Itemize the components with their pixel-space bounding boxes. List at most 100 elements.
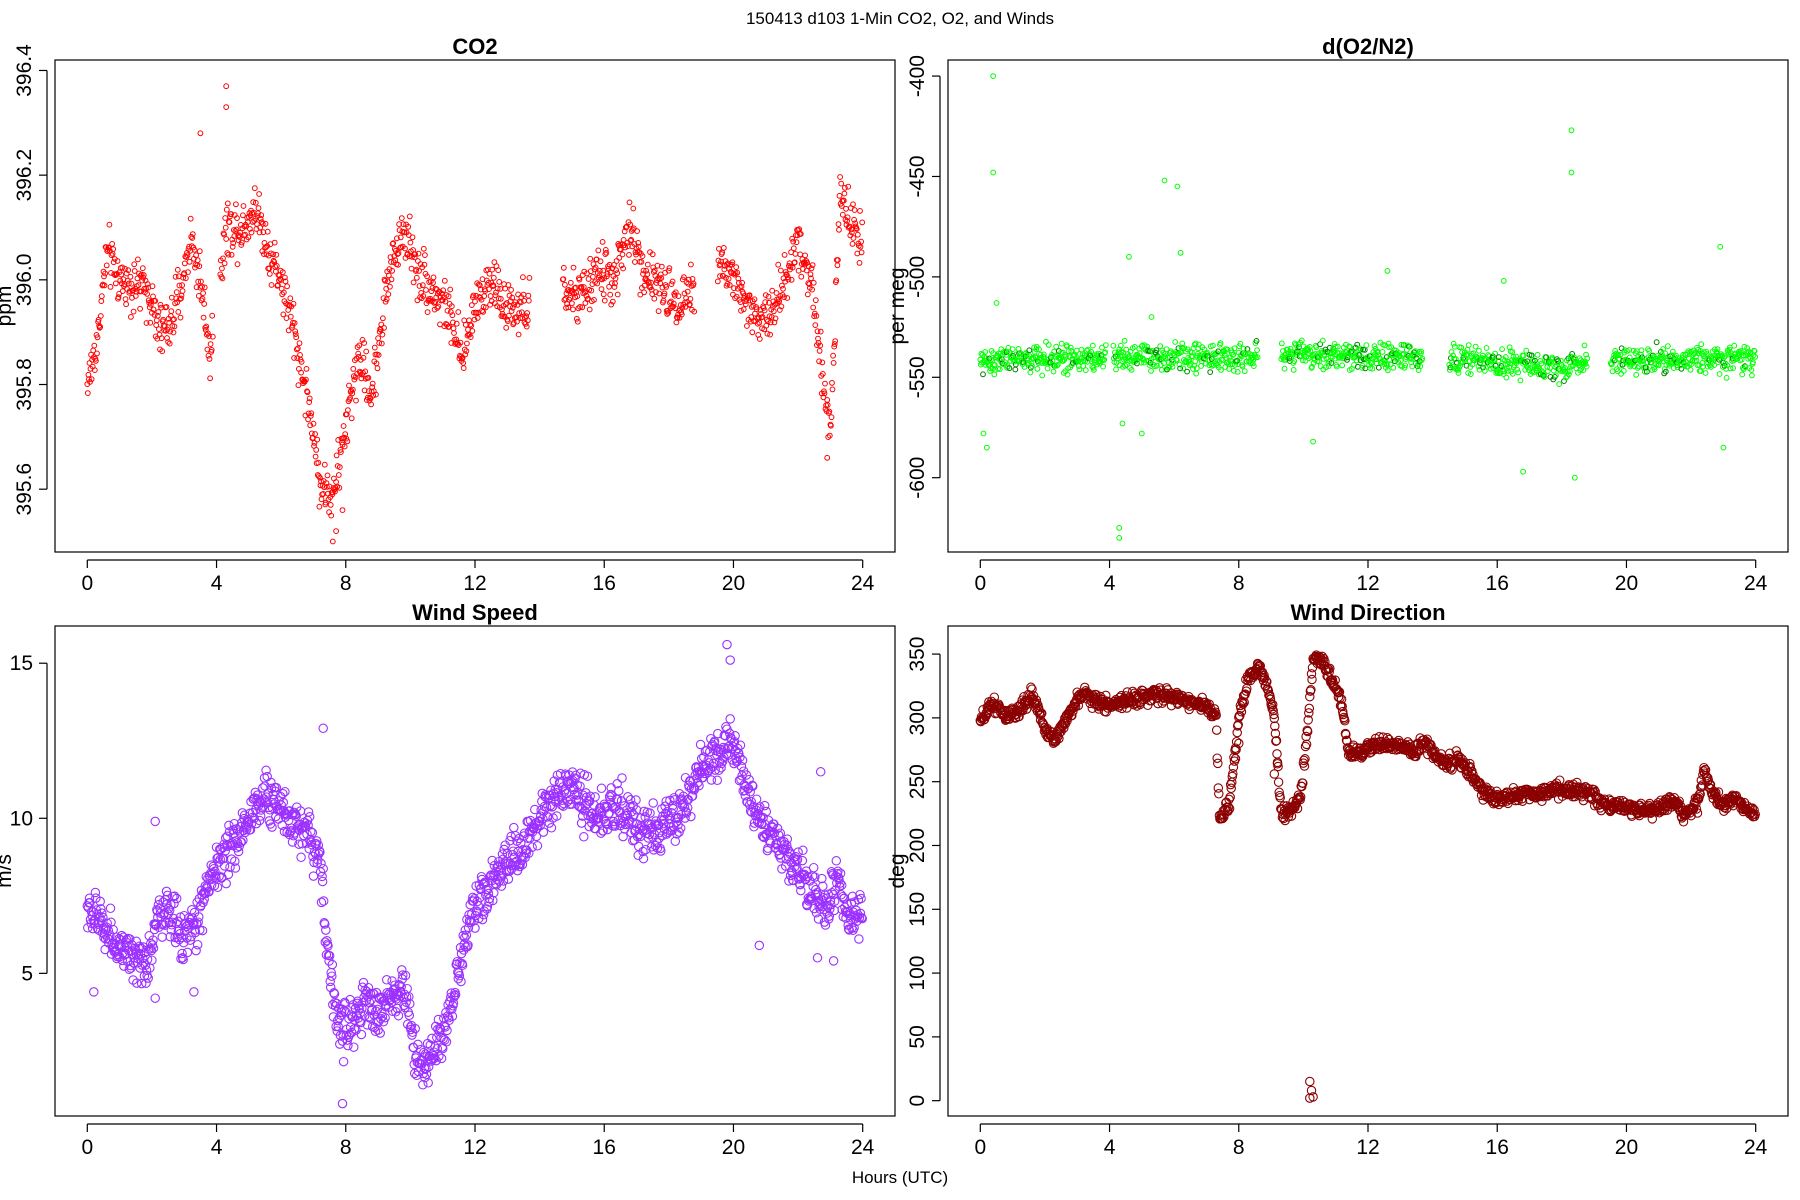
data-point xyxy=(140,272,147,278)
data-point xyxy=(1417,363,1424,370)
data-point xyxy=(1237,340,1244,347)
data-point xyxy=(422,252,428,259)
data-point xyxy=(1386,344,1392,351)
data-point xyxy=(471,316,478,323)
data-point xyxy=(1123,361,1130,368)
y-tick-label: -400 xyxy=(906,55,929,97)
data-point xyxy=(195,293,202,299)
data-point xyxy=(424,309,431,316)
data-point-outlier xyxy=(1520,468,1526,475)
data-point xyxy=(335,472,342,478)
data-point xyxy=(763,316,770,323)
data-point xyxy=(224,200,231,207)
data-point xyxy=(307,422,314,429)
data-point xyxy=(262,220,269,227)
data-point xyxy=(497,295,504,302)
data-point xyxy=(649,251,656,258)
data-point xyxy=(1028,364,1034,371)
data-point xyxy=(1525,364,1531,371)
data-point xyxy=(1465,370,1472,376)
data-point xyxy=(219,275,226,282)
data-point xyxy=(858,249,865,256)
data-point xyxy=(1313,344,1320,351)
data-point xyxy=(1290,367,1297,373)
y-axis-label-co2: ppm xyxy=(0,286,16,327)
data-point xyxy=(151,312,158,318)
data-point xyxy=(634,228,640,235)
data-point xyxy=(1218,356,1225,363)
data-point xyxy=(1043,338,1049,345)
data-point xyxy=(256,191,263,197)
data-point xyxy=(486,270,493,277)
data-point xyxy=(383,296,390,303)
data-point xyxy=(182,275,189,282)
data-point xyxy=(626,252,632,258)
data-point xyxy=(524,310,531,316)
data-point xyxy=(179,288,186,294)
data-point xyxy=(758,311,764,317)
data-point xyxy=(264,228,271,235)
data-point xyxy=(669,278,676,285)
data-point xyxy=(440,287,447,294)
x-tick-label: 12 xyxy=(1356,1136,1379,1159)
data-point xyxy=(1082,367,1089,374)
data-point xyxy=(280,311,287,318)
data-point xyxy=(579,304,586,311)
data-point xyxy=(297,352,303,358)
data-point xyxy=(327,502,334,508)
data-point xyxy=(987,365,994,372)
data-point-outlier xyxy=(318,723,328,734)
data-point xyxy=(338,449,344,456)
data-point xyxy=(1339,362,1346,369)
data-point xyxy=(839,211,846,218)
data-point xyxy=(385,291,392,298)
data-point xyxy=(579,832,589,842)
data-point xyxy=(1023,352,1030,359)
data-point xyxy=(1231,367,1237,374)
data-point xyxy=(1416,349,1423,355)
data-point xyxy=(835,257,841,263)
data-point xyxy=(409,234,416,241)
x-axis-label: Hours (UTC) xyxy=(852,1168,948,1187)
data-point xyxy=(616,254,623,261)
data-point xyxy=(780,285,786,292)
data-point-outlier xyxy=(1161,177,1168,184)
data-point xyxy=(779,282,785,289)
data-point xyxy=(392,257,399,264)
data-point xyxy=(840,197,847,204)
data-point xyxy=(505,282,512,288)
data-point xyxy=(577,304,583,310)
data-point xyxy=(1117,342,1124,349)
data-point xyxy=(86,376,92,383)
data-point xyxy=(460,365,467,372)
data-point xyxy=(171,323,178,330)
data-point xyxy=(463,348,470,355)
data-point xyxy=(223,206,230,213)
data-point xyxy=(470,292,477,299)
data-point xyxy=(1369,365,1376,372)
data-point xyxy=(739,279,745,286)
data-point xyxy=(1002,359,1008,366)
data-point xyxy=(266,265,273,272)
data-point xyxy=(328,512,335,519)
y-tick-label: -450 xyxy=(906,155,929,197)
data-point xyxy=(666,265,673,272)
data-point xyxy=(1333,363,1340,370)
data-point xyxy=(1190,366,1196,372)
data-point xyxy=(1509,370,1516,377)
data-point xyxy=(1544,364,1551,370)
data-point xyxy=(143,320,150,326)
data-point xyxy=(816,358,822,365)
data-point xyxy=(829,380,835,386)
data-point xyxy=(375,335,382,342)
data-point xyxy=(601,297,608,304)
data-point xyxy=(435,303,442,310)
data-point xyxy=(293,334,300,341)
data-point xyxy=(199,295,206,302)
data-point-outlier xyxy=(1384,268,1391,274)
data-point xyxy=(135,282,142,289)
data-point xyxy=(221,260,228,267)
data-point-outlier xyxy=(329,538,336,545)
data-point xyxy=(538,827,549,837)
